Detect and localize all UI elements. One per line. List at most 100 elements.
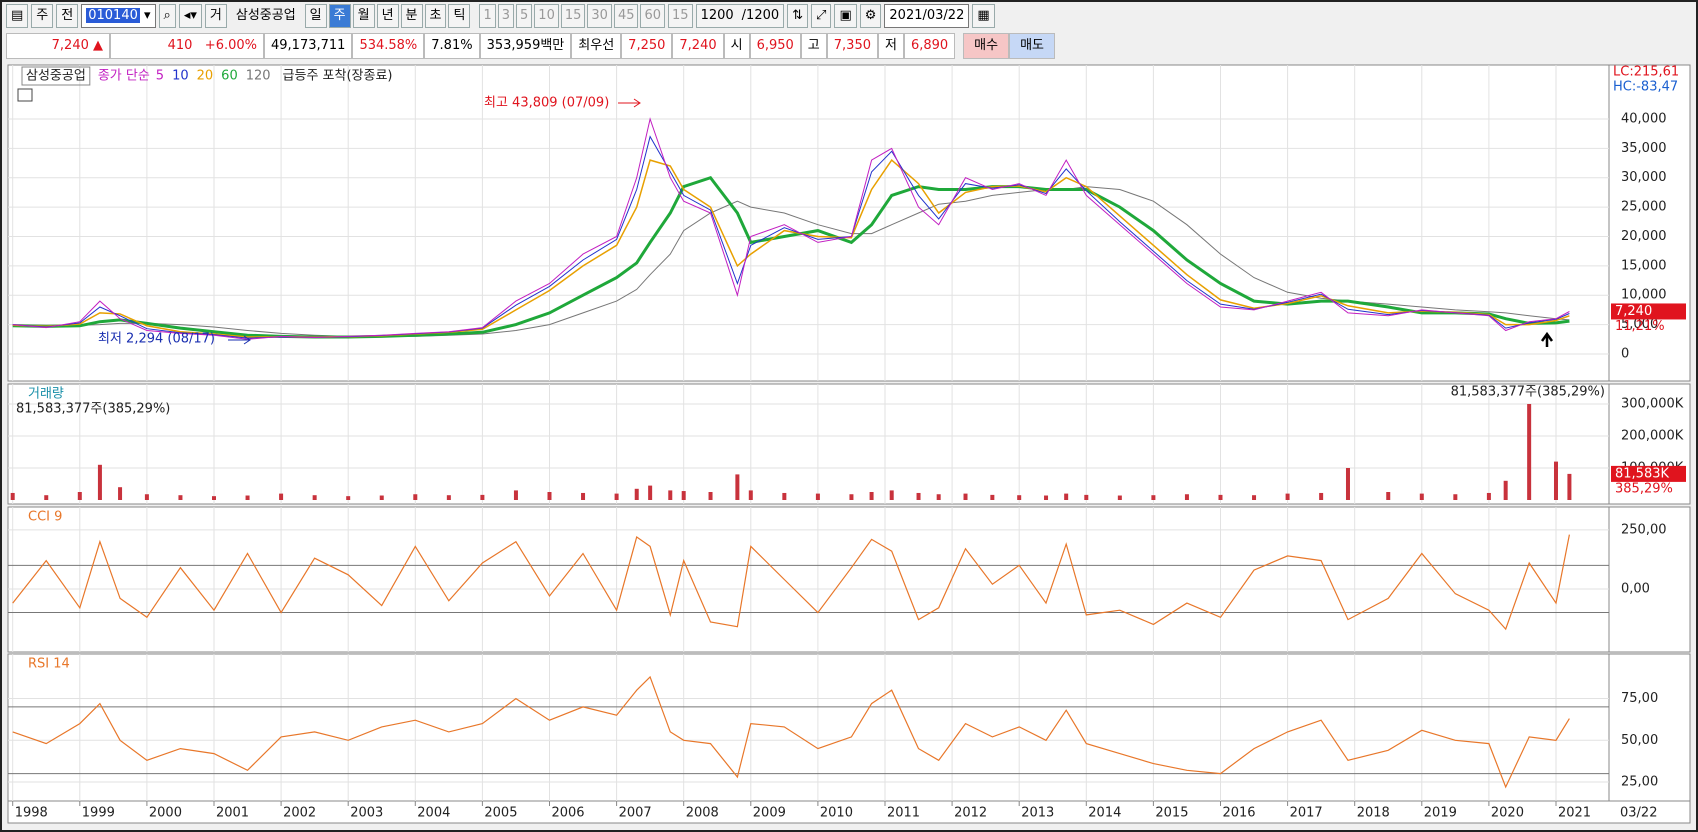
arrow <box>228 335 251 345</box>
volume-bar <box>1345 468 1350 500</box>
x-tick-label: 1998 <box>15 806 48 821</box>
market-select[interactable]: 주 <box>31 4 54 28</box>
volume-info: 81,583,377주(385,29%) <box>16 402 170 417</box>
x-tick-label: 2007 <box>619 806 652 821</box>
calendar-icon[interactable]: ▦ <box>972 4 995 28</box>
period-button[interactable]: 주 <box>328 4 351 28</box>
volume-bar <box>178 495 183 500</box>
volume-bar <box>413 494 418 500</box>
y-tick-label: 75,00 <box>1621 691 1658 706</box>
minute-group: 1 3 5 10 15 30 45 60 <box>479 4 666 28</box>
current-label: 7,240 <box>1615 304 1652 319</box>
volume-bar <box>1285 493 1290 500</box>
minute-button[interactable]: 5 <box>516 4 533 28</box>
high: 7,350 <box>826 33 878 59</box>
minute-button[interactable]: 15 <box>560 4 586 28</box>
current-marker <box>1611 465 1686 482</box>
axis-pane <box>1608 653 1691 802</box>
tool-icon[interactable]: ⤢ <box>811 4 832 28</box>
title-box <box>21 66 91 86</box>
minute-button[interactable]: 10 <box>534 4 559 28</box>
volume-bar <box>480 494 485 500</box>
y-tick-label: 30,000 <box>1621 170 1667 185</box>
minute-button[interactable]: 30 <box>587 4 612 28</box>
y-tick-label: 40,000 <box>1621 111 1667 126</box>
count-input[interactable]: 1200 <box>695 4 738 28</box>
volume-bar <box>1567 473 1572 500</box>
minute-button[interactable]: 3 <box>497 4 515 28</box>
quote-bar: 7,240 ▲ 410 +6.00% 49,173,711 534.58% 7.… <box>6 33 1056 59</box>
period-button[interactable]: 일 <box>304 4 327 28</box>
code-input[interactable]: 010140 ▾ <box>81 4 156 28</box>
legend-entry: 120 <box>246 69 271 84</box>
max-annotation: 최고 43,809 (07/09) <box>484 96 609 111</box>
legend-entry: 60 <box>221 69 238 84</box>
volume-bar <box>916 492 921 500</box>
indicator-line <box>12 675 1570 789</box>
axis-info: LC:215,61 <box>1613 65 1679 80</box>
axis-pane <box>1608 506 1691 653</box>
open: 6,950 <box>749 33 801 59</box>
volume-bar <box>869 492 874 500</box>
period-button[interactable]: 년 <box>376 4 399 28</box>
current-marker <box>1611 303 1686 320</box>
price-line <box>12 117 1570 340</box>
volume-bar <box>748 490 753 500</box>
tool-icon[interactable]: ⇅ <box>787 4 809 28</box>
high-label: 고 <box>800 33 827 59</box>
x-tick-label: 1999 <box>82 806 115 821</box>
code-text: 010140 <box>86 8 140 23</box>
x-tick-label: 2008 <box>686 806 719 821</box>
up-mark: ▲ <box>93 38 103 53</box>
legend-entry: 5 <box>156 69 164 84</box>
sound-icon[interactable]: ◂▾ <box>178 4 202 28</box>
period-button[interactable]: 틱 <box>448 4 471 28</box>
prev-button[interactable]: 전 <box>56 4 79 28</box>
period-button[interactable]: 초 <box>424 4 447 28</box>
volume-bar <box>312 495 317 500</box>
x-tick-label: 2012 <box>954 806 987 821</box>
volume-bar <box>1553 461 1558 500</box>
volume-bar <box>547 492 552 500</box>
volume-bar <box>144 494 149 500</box>
volume-bar <box>1044 495 1049 500</box>
period-button[interactable]: 분 <box>400 4 423 28</box>
current-label: 81,583K <box>1615 466 1669 481</box>
minute-button[interactable]: 60 <box>640 4 666 28</box>
volume-bar <box>1151 495 1156 500</box>
minute-button[interactable]: 1 <box>479 4 496 28</box>
volume-bar <box>1117 495 1122 500</box>
y-tick-label: 0 <box>1621 346 1629 361</box>
best-label: 최우선 <box>571 33 622 59</box>
volume-bar <box>379 495 384 500</box>
pane <box>7 653 1610 802</box>
legend-entry: 10 <box>172 69 189 84</box>
settings-icon[interactable]: ⚙ <box>859 4 882 28</box>
search-icon[interactable]: ⌕ <box>158 4 176 28</box>
menu-icon[interactable]: ▤ <box>6 4 29 28</box>
period-button[interactable]: 월 <box>352 4 375 28</box>
x-tick-label: 2010 <box>820 806 853 821</box>
min-annotation: 최저 2,294 (08/17) <box>98 332 215 347</box>
broker-button[interactable]: 거 <box>204 4 227 28</box>
volume-bar <box>936 494 941 500</box>
volume-bar <box>44 495 49 500</box>
save-icon[interactable]: ▣ <box>834 4 857 28</box>
volume-bar <box>1252 495 1257 500</box>
x-tick-label: 2019 <box>1424 806 1457 821</box>
pane <box>7 506 1610 653</box>
volume-bar <box>668 490 673 500</box>
volume-bar <box>648 485 653 500</box>
minute-button[interactable]: 45 <box>613 4 639 28</box>
date-input[interactable]: 2021/03/22 <box>884 4 970 28</box>
buy-button[interactable]: 매수 <box>963 33 1010 59</box>
x-tick-label: 2005 <box>484 806 517 821</box>
sell-button[interactable]: 매도 <box>1009 33 1056 59</box>
x-tick-label: 2011 <box>887 806 920 821</box>
x-tick-label: 2002 <box>283 806 316 821</box>
interval-select[interactable]: 15 <box>668 4 693 28</box>
indicator-line <box>12 534 1570 631</box>
